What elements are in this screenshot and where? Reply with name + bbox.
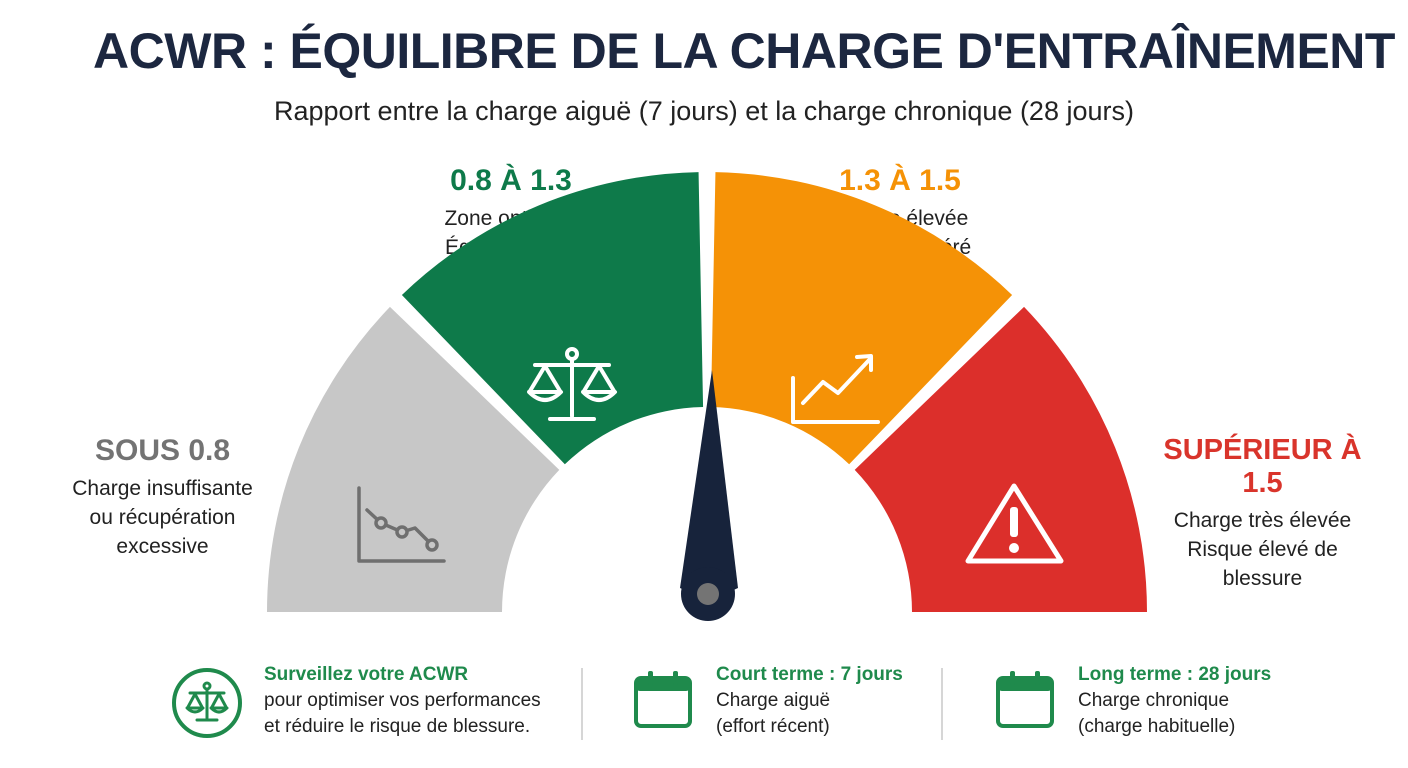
zone-desc-line: blessure	[1222, 567, 1303, 590]
zone-range-very-high: SUPÉRIEUR À 1.5	[1163, 434, 1362, 499]
zone-desc-line: excessive	[116, 535, 209, 558]
declining-chart-icon	[357, 486, 446, 563]
footer-monitor-title: Surveillez votre ACWR	[264, 664, 469, 685]
gauge-segment-optimal	[401, 172, 704, 465]
zone-desc-line: Charge insuffisante	[72, 477, 253, 500]
page-title: ACWR : ÉQUILIBRE DE LA CHARGE D'ENTRAÎNE…	[93, 23, 1395, 79]
balance-scale-icon	[172, 668, 242, 738]
footer-long-term-line: (charge habituelle)	[1078, 716, 1236, 737]
warning-triangle-icon	[965, 483, 1064, 564]
footer-long-term-title: Long terme : 28 jours	[1078, 664, 1272, 685]
footer-short-term: Court terme : 7 jours Charge aiguë (effo…	[716, 662, 903, 752]
zone-range-optimal: 0.8 À 1.3	[450, 164, 572, 197]
gauge-segment-under	[267, 306, 560, 612]
footer-monitor-line: pour optimiser vos performances	[264, 690, 541, 711]
zone-desc-line: Charge très élevée	[1173, 509, 1352, 532]
footer-divider	[941, 668, 943, 740]
calendar-icon	[634, 671, 692, 728]
footer-divider	[581, 668, 583, 740]
zone-range-under: SOUS 0.8	[94, 434, 231, 467]
zone-range-high: 1.3 À 1.5	[839, 164, 961, 197]
calendar-icon	[996, 671, 1054, 728]
footer-long-term-line: Charge chronique	[1078, 690, 1230, 711]
footer-monitor-line: et réduire le risque de blessure.	[264, 716, 531, 737]
zone-desc-line: Risque élevé de	[1187, 538, 1338, 561]
footer-short-term-line: Charge aiguë	[716, 690, 831, 711]
footer-short-term-line: (effort récent)	[716, 716, 830, 737]
balance-scale-icon	[527, 347, 617, 421]
footer-long-term: Long terme : 28 jours Charge chronique (…	[1078, 662, 1271, 752]
footer-short-term-title: Court terme : 7 jours	[716, 664, 903, 685]
rising-chart-icon	[791, 354, 880, 424]
zone-desc-line: ou récupération	[89, 506, 236, 529]
gauge-needle	[680, 370, 738, 621]
zone-label-under: SOUS 0.8 Charge insuffisante ou récupéra…	[40, 434, 285, 561]
gauge-segment-high	[710, 172, 1013, 465]
page-subtitle: Rapport entre la charge aiguë (7 jours) …	[274, 96, 1134, 126]
footer-monitor: Surveillez votre ACWR pour optimiser vos…	[264, 662, 541, 752]
zone-label-very-high: SUPÉRIEUR À 1.5 Charge très élevée Risqu…	[1140, 434, 1385, 593]
gauge-segment-very-high	[854, 306, 1147, 612]
